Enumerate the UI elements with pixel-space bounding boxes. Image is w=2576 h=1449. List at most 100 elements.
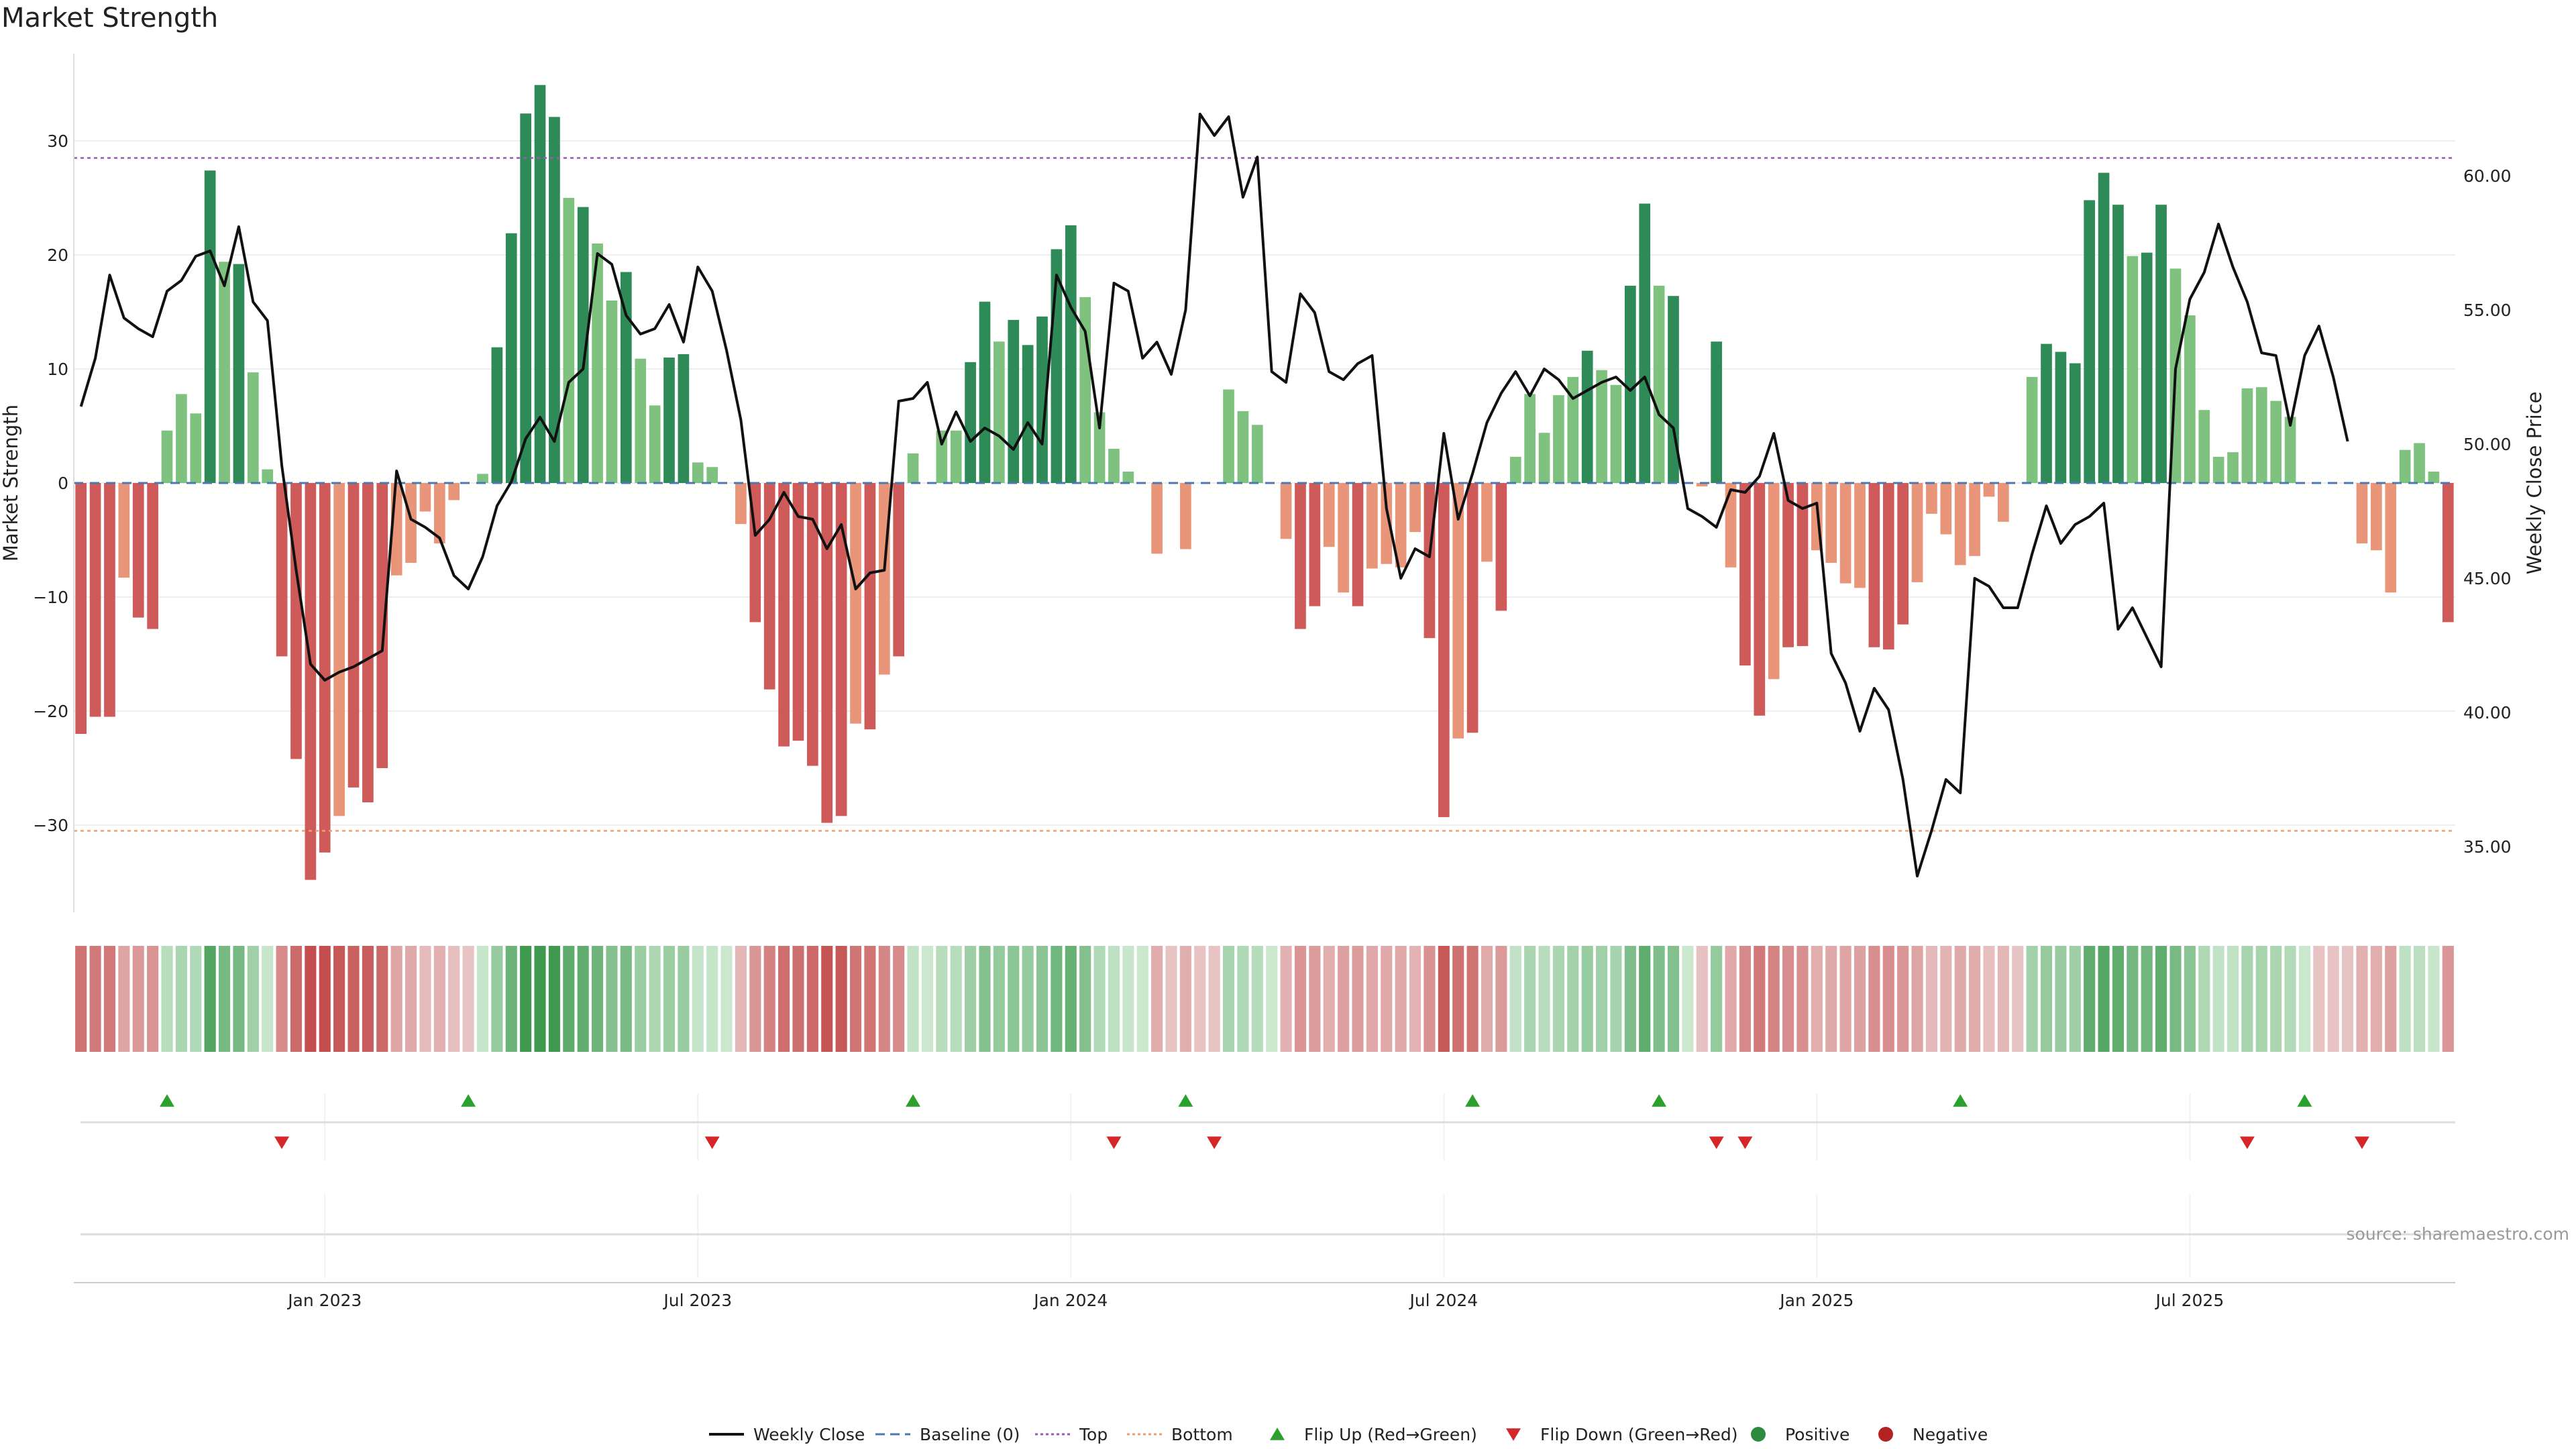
- strip-cell: [1983, 946, 1995, 1052]
- strength-bar: [2127, 256, 2139, 483]
- strip-cell: [864, 946, 876, 1052]
- flip-up-marker: [906, 1094, 921, 1107]
- strip-cell: [635, 946, 647, 1052]
- legend-item: Baseline (0): [875, 1425, 1020, 1444]
- strip-cell: [1466, 946, 1479, 1052]
- legend-item: Negative: [1878, 1425, 1988, 1444]
- strength-bar: [965, 362, 976, 483]
- y2-tick-label: 55.00: [2463, 301, 2512, 320]
- strength-bar: [1295, 483, 1306, 629]
- strength-bar: [276, 483, 288, 657]
- strip-cell: [720, 946, 733, 1052]
- strip-cell: [1667, 946, 1680, 1052]
- strength-bar: [1998, 483, 2009, 522]
- strip-cell: [1065, 946, 1077, 1052]
- strength-bar: [2356, 483, 2368, 544]
- strip-cell: [2026, 946, 2038, 1052]
- strip-cell: [893, 946, 905, 1052]
- strength-bar: [1868, 483, 1880, 647]
- strip-cell: [692, 946, 704, 1052]
- strip-cell: [347, 946, 360, 1052]
- strip-cell: [1136, 946, 1148, 1052]
- strip-cell: [1696, 946, 1708, 1052]
- strength-bar: [419, 483, 431, 512]
- strip-cell: [2428, 946, 2440, 1052]
- strip-cell: [1538, 946, 1550, 1052]
- strength-bar: [1553, 395, 1564, 483]
- strip-cell: [1266, 946, 1278, 1052]
- strip-cell: [1352, 946, 1364, 1052]
- strip-cell: [592, 946, 604, 1052]
- strip-cell: [1711, 946, 1723, 1052]
- strength-bar: [1624, 285, 1636, 483]
- legend-triangle-up-icon: [1270, 1428, 1285, 1440]
- strength-bar: [362, 483, 374, 802]
- strength-bar: [592, 244, 603, 483]
- flip-up-marker: [1652, 1094, 1667, 1107]
- strength-bar: [1366, 483, 1378, 569]
- strength-bar: [2284, 417, 2296, 483]
- y2-tick-label: 60.00: [2463, 166, 2512, 186]
- y-axis-label: Market Strength: [0, 405, 22, 561]
- strength-bar: [2227, 452, 2239, 483]
- strength-bar: [1983, 483, 1995, 497]
- strip-cell: [1825, 946, 1837, 1052]
- strip-cell: [706, 946, 718, 1052]
- strength-bar: [448, 483, 460, 500]
- strip-cell: [247, 946, 259, 1052]
- flip-up-marker: [160, 1094, 175, 1107]
- strip-cell: [1782, 946, 1794, 1052]
- strength-bar: [1438, 483, 1450, 818]
- legend-item: Flip Up (Red→Green): [1270, 1425, 1477, 1444]
- strength-bar: [864, 483, 876, 730]
- strength-bar: [1954, 483, 1966, 566]
- strip-cell: [649, 946, 661, 1052]
- strip-cell: [1940, 946, 1952, 1052]
- legend-label: Flip Up (Red→Green): [1304, 1425, 1477, 1444]
- strip-cell: [132, 946, 144, 1052]
- strip-cell: [2356, 946, 2368, 1052]
- strength-bar: [1022, 345, 1034, 483]
- flip-up-marker: [461, 1094, 476, 1107]
- strength-bar: [1825, 483, 1837, 563]
- strength-bar: [333, 483, 345, 816]
- strip-cell: [218, 946, 231, 1052]
- strength-bar: [219, 262, 230, 483]
- strength-bar: [190, 413, 202, 483]
- strength-bar: [778, 483, 790, 747]
- strip-cell: [2155, 946, 2167, 1052]
- strip-cell: [1754, 946, 1766, 1052]
- strip-cell: [2342, 946, 2354, 1052]
- strip-cell: [1108, 946, 1120, 1052]
- strength-bar: [606, 301, 618, 483]
- strength-bar: [706, 467, 718, 483]
- strength-bar: [850, 483, 861, 724]
- strength-bar: [305, 483, 317, 880]
- strength-bar: [936, 430, 948, 483]
- strength-bar: [2414, 443, 2425, 483]
- strip-cell: [1997, 946, 2009, 1052]
- strip-cell: [821, 946, 833, 1052]
- strength-bar: [549, 117, 560, 484]
- strip-cell: [1495, 946, 1507, 1052]
- x-tick-label: Jul 2024: [1408, 1291, 1478, 1310]
- flip-up-marker: [1178, 1094, 1193, 1107]
- strength-bar: [979, 301, 991, 483]
- strength-bar: [1696, 483, 1708, 487]
- legend-item: Weekly Close: [709, 1425, 865, 1444]
- strength-bar: [1796, 483, 1809, 647]
- strength-bar: [2141, 252, 2153, 483]
- strength-bar: [75, 483, 87, 734]
- legend-label: Negative: [1913, 1425, 1988, 1444]
- strip-cell: [1093, 946, 1106, 1052]
- y2-tick-label: 35.00: [2463, 837, 2512, 857]
- strength-bar: [621, 272, 632, 483]
- strength-bar: [1839, 483, 1851, 584]
- strip-cell: [1022, 946, 1034, 1052]
- strength-bar: [2084, 200, 2096, 483]
- strength-bar: [1381, 483, 1393, 564]
- strip-cell: [75, 946, 87, 1052]
- strength-bar: [1653, 285, 1665, 483]
- strip-cell: [333, 946, 345, 1052]
- strip-cell: [2084, 946, 2096, 1052]
